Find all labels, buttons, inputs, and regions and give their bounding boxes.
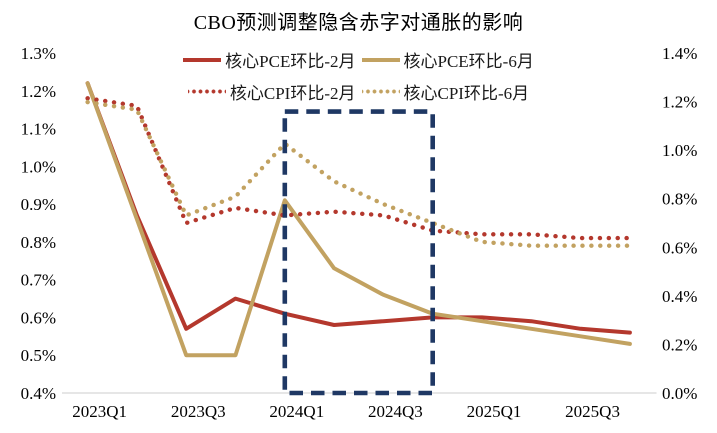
right-axis-tick: 1.2% <box>662 93 697 112</box>
left-axis-tick: 1.2% <box>21 82 56 101</box>
left-axis-tick: 1.0% <box>21 157 56 176</box>
dotted-line-swatch-icon <box>187 89 226 94</box>
right-axis-tick: 0.8% <box>662 190 697 209</box>
left-axis-tick: 1.1% <box>21 120 56 139</box>
legend-label: 核心PCE环比-2月 <box>225 52 356 71</box>
left-axis-tick: 0.8% <box>21 233 56 252</box>
x-axis-tick: 2023Q1 <box>72 402 127 421</box>
left-axis-tick: 1.3% <box>21 44 56 63</box>
solid-line-swatch-icon <box>361 57 400 62</box>
x-axis-tick: 2024Q1 <box>269 402 324 421</box>
series-line-pce_feb <box>85 81 632 335</box>
series-line-cpi_feb <box>85 96 633 241</box>
x-axis-tick: 2025Q1 <box>467 402 522 421</box>
x-axis-tick: 2025Q3 <box>565 402 620 421</box>
legend-label: 核心CPI环比-6月 <box>403 84 530 103</box>
legend-item-cpi_feb: 核心CPI环比-2月 <box>187 79 356 104</box>
x-axis-tick: 2023Q3 <box>171 402 226 421</box>
legend: 核心PCE环比-2月 核心PCE环比-6月核心CPI环比-2月 核心CPI环比-6月 <box>0 47 717 104</box>
right-axis-tick: 0.6% <box>662 238 697 257</box>
left-axis-tick: 0.9% <box>21 195 56 214</box>
right-axis-tick: 0.0% <box>662 384 697 403</box>
solid-line-swatch-icon <box>183 57 222 62</box>
right-axis-tick: 0.4% <box>662 287 697 306</box>
legend-item-pce_feb: 核心PCE环比-2月 <box>183 47 356 72</box>
series-line-cpi_jun <box>85 99 633 248</box>
series-line-pce_jun <box>85 81 632 358</box>
right-axis-tick: 1.4% <box>662 44 697 63</box>
left-axis-tick: 0.5% <box>21 346 56 365</box>
legend-item-pce_jun: 核心PCE环比-6月 <box>361 47 534 72</box>
right-axis-tick: 1.0% <box>662 141 697 160</box>
legend-item-cpi_jun: 核心CPI环比-6月 <box>361 79 530 104</box>
left-axis-tick: 0.6% <box>21 308 56 327</box>
legend-label: 核心PCE环比-6月 <box>403 52 534 71</box>
highlight-box <box>282 109 435 396</box>
left-axis-tick: 0.4% <box>21 384 56 403</box>
chart-title: CBO预测调整隐含赤字对通胀的影响 <box>193 12 524 34</box>
left-axis-tick: 0.7% <box>21 271 56 290</box>
right-axis-tick: 0.2% <box>662 335 697 354</box>
legend-row-2: 核心CPI环比-2月 核心CPI环比-6月 <box>187 79 530 104</box>
dotted-line-swatch-icon <box>361 89 400 94</box>
x-axis-tick: 2024Q3 <box>368 402 423 421</box>
legend-label: 核心CPI环比-2月 <box>229 84 356 103</box>
legend-row-1: 核心PCE环比-2月 核心PCE环比-6月 <box>183 47 534 72</box>
